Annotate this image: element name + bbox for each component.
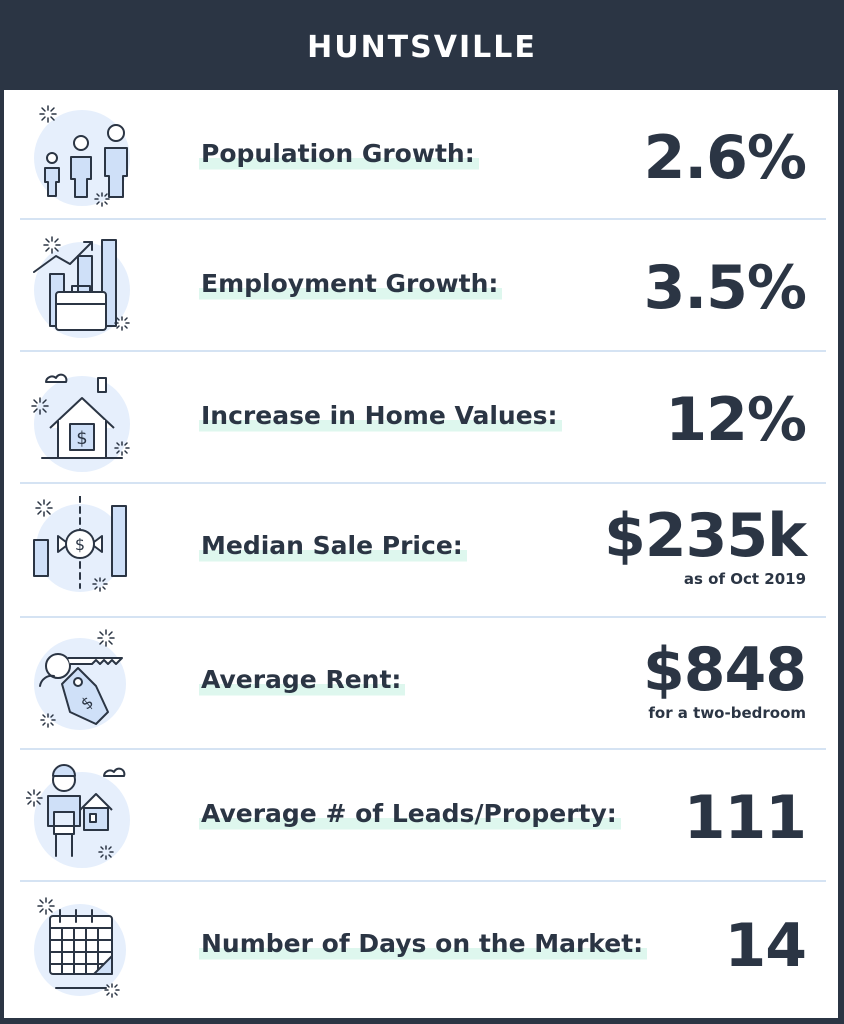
stat-label: Population Growth: [199, 137, 479, 171]
row-divider [20, 748, 826, 750]
city-title: HUNTSVILLE [307, 29, 537, 65]
stat-value: 12% [665, 385, 807, 455]
stat-row-leads: Average # of Leads/Property: 111 [4, 750, 838, 882]
key-tag-icon: $ [34, 629, 126, 730]
svg-text:$: $ [75, 535, 85, 554]
stat-value: 3.5% [643, 253, 807, 323]
stat-value: $235k [604, 501, 807, 571]
calendar-icon [34, 897, 126, 998]
stat-value: 111 [683, 783, 807, 853]
stat-row-population: Population Growth: 2.6% [4, 90, 838, 220]
stats-panel: Population Growth: 2.6% Employment Growt… [4, 90, 838, 1018]
stat-row-home-values: $ Increase in Home Values: 12% [4, 352, 838, 482]
svg-text:$: $ [76, 428, 87, 449]
stat-label: Average # of Leads/Property: [199, 797, 621, 831]
house-dollar-icon: $ [31, 373, 130, 472]
stat-label: Number of Days on the Market: [199, 927, 648, 961]
header-bar: HUNTSVILLE [0, 0, 844, 90]
stat-label: Increase in Home Values: [199, 399, 562, 433]
stat-note: for a two-bedroom [648, 704, 806, 722]
price-bars-icon: $ [33, 496, 127, 592]
stat-label: Employment Growth: [199, 267, 503, 301]
row-divider [20, 616, 826, 618]
row-divider [20, 880, 826, 882]
stat-value: $848 [643, 635, 807, 705]
row-divider [20, 482, 826, 484]
stat-note: as of Oct 2019 [683, 570, 806, 588]
stat-label: Average Rent: [199, 663, 406, 697]
stat-row-average-rent: $ Average Rent: $848 for a two-bedroom [4, 618, 838, 748]
stat-label: Median Sale Price: [199, 529, 467, 563]
stat-row-days-on-market: Number of Days on the Market: 14 [4, 882, 838, 1018]
people-icon [34, 105, 130, 207]
briefcase-chart-icon [33, 236, 130, 338]
stat-value: 2.6% [643, 123, 807, 193]
row-divider [20, 350, 826, 352]
stat-value: 14 [724, 911, 807, 981]
row-divider [20, 218, 826, 220]
stat-row-employment: Employment Growth: 3.5% [4, 220, 838, 352]
person-house-icon [26, 764, 130, 868]
stat-row-median-price: $ Median Sale Price: $235k as of Oct 201… [4, 484, 838, 616]
